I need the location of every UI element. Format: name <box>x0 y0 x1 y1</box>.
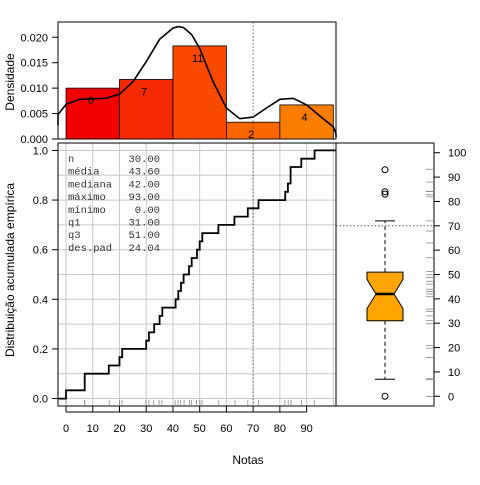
ecdf-y-tick-label: 0.0 <box>33 394 48 406</box>
statistics-label: q1 <box>68 218 81 230</box>
statistics-value: 42.00 <box>128 179 160 191</box>
boxplot-y-tick-label: 40 <box>448 294 460 306</box>
statistics-value: 93.00 <box>128 192 160 204</box>
ecdf-y-tick-label: 0.4 <box>33 294 48 306</box>
ecdf-x-tick-label: 40 <box>167 423 179 435</box>
boxplot-y-tick-label: 30 <box>448 318 460 330</box>
boxplot-y-tick-label: 10 <box>448 367 460 379</box>
statistics-value: 30.00 <box>128 154 160 166</box>
ecdf-y-label: Distribuição acumulada empírica <box>3 183 17 357</box>
histogram-y-tick-label: 0.010 <box>20 83 48 95</box>
histogram-count-label: 4 <box>302 112 308 124</box>
boxplot-outlier <box>382 167 388 173</box>
ecdf-x-tick-label: 80 <box>274 423 286 435</box>
histogram-panel: 0.0000.0050.0100.0150.020 671124 Densida… <box>3 22 336 146</box>
statistics-value: 43.60 <box>128 167 160 179</box>
ecdf-x-tick-label: 90 <box>300 423 312 435</box>
boxplot-y-axis: 0 10 20 30 40 50 60 70 80 90 100 <box>434 148 466 404</box>
statistics-label: q3 <box>68 230 81 242</box>
histogram-y-tick-label: 0.005 <box>20 109 48 121</box>
histogram-y-tick-label: 0.015 <box>20 58 48 70</box>
ecdf-x-axis: 0 10 20 30 40 50 60 70 80 90 <box>63 406 313 435</box>
ecdf-y-tick-label: 1.0 <box>33 145 48 157</box>
ecdf-y-tick-label: 0.8 <box>33 195 48 207</box>
statistics-label: média <box>68 167 100 179</box>
boxplot-y-tick-label: 50 <box>448 270 460 282</box>
ecdf-x-tick-label: 30 <box>140 423 152 435</box>
ecdf-panel: 0.0 0.2 0.4 0.6 0.8 1.0 0 10 20 30 40 50 60 70 80 90 n… <box>3 143 336 467</box>
histogram-y-label: Densidade <box>3 53 17 111</box>
boxplot-y-tick-label: 100 <box>448 148 466 160</box>
boxplot-box <box>367 272 403 321</box>
boxplot-panel: 0 10 20 30 40 50 60 70 80 90 100 <box>336 143 466 406</box>
histogram-y-tick-label: 0.000 <box>20 134 48 146</box>
ecdf-y-tick-label: 0.6 <box>33 245 48 257</box>
boxplot-y-tick-label: 0 <box>448 391 454 403</box>
statistics-label: mediana <box>68 179 112 191</box>
ecdf-x-tick-label: 20 <box>113 423 125 435</box>
statistics-label: des.pad <box>68 243 112 255</box>
ecdf-x-tick-label: 10 <box>87 423 99 435</box>
ecdf-rug <box>66 400 314 406</box>
statistics-table: n 30.00 média 43.60 mediana 42.00 máximo 93.00 m… <box>68 154 160 255</box>
statistics-label: máximo <box>68 192 106 204</box>
boxplot-rug <box>426 169 434 396</box>
statistics-value: 31.00 <box>128 218 160 230</box>
histogram-count-label: 6 <box>88 95 94 107</box>
statistics-value: 51.00 <box>128 230 160 242</box>
ecdf-x-tick-label: 0 <box>63 423 69 435</box>
boxplot <box>367 167 403 399</box>
statistics-value: 24.04 <box>128 243 160 255</box>
ecdf-x-label: Notas <box>232 453 263 467</box>
histogram-count-label: 7 <box>141 86 147 98</box>
boxplot-y-tick-label: 80 <box>448 196 460 208</box>
statistics-label: mínimo <box>68 205 106 217</box>
ecdf-y-axis: 0.0 0.2 0.4 0.6 0.8 1.0 <box>33 145 58 405</box>
histogram-y-tick-label: 0.020 <box>20 32 48 44</box>
ecdf-x-tick-label: 70 <box>247 423 259 435</box>
statistics-value: 0.00 <box>135 205 160 217</box>
boxplot-y-tick-label: 20 <box>448 343 460 355</box>
ecdf-x-tick-label: 50 <box>194 423 206 435</box>
boxplot-y-tick-label: 60 <box>448 245 460 257</box>
ecdf-x-tick-label: 60 <box>220 423 232 435</box>
boxplot-y-tick-label: 90 <box>448 172 460 184</box>
histogram-y-axis: 0.000 0.005 0.010 0.015 0.020 <box>20 32 58 146</box>
statistics-label: n <box>68 154 74 166</box>
boxplot-y-tick-label: 70 <box>448 221 460 233</box>
ecdf-y-tick-label: 0.2 <box>33 344 48 356</box>
boxplot-outlier <box>382 393 388 399</box>
